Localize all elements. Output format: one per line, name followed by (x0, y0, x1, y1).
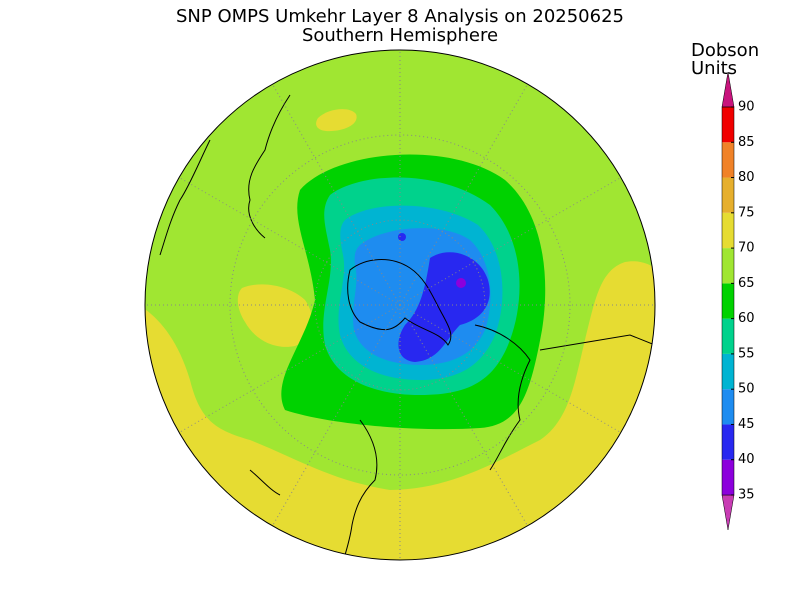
colorbar-tick-label: 85 (738, 135, 755, 150)
field (237, 284, 313, 347)
colorbar-segment (721, 494, 735, 531)
grid-meridian (272, 83, 401, 306)
title: SNP OMPS Umkehr Layer 8 Analysis on 2025… (176, 6, 624, 27)
field (316, 109, 357, 132)
colorbar-segment (722, 107, 734, 143)
colorbar-segment (722, 318, 734, 354)
colorbar-title: Units (691, 58, 737, 79)
grid-meridian (399, 304, 528, 527)
colorbar-tick-label: 55 (738, 346, 755, 361)
field (398, 252, 490, 362)
colorbar: Dobson Units 35 40 45 50 55 60 65 70 75 80 85 90 (691, 40, 759, 531)
grid-meridian (272, 304, 401, 527)
colorbar-segment (722, 142, 734, 178)
colorbar-tick-label: 65 (738, 276, 755, 291)
colorbar-segment (722, 353, 734, 390)
grid-meridian (178, 177, 401, 306)
colorbar-segment (722, 389, 734, 425)
grid-circle (229, 134, 571, 476)
map (145, 50, 655, 560)
colorbar-tick-label: 75 (738, 205, 755, 220)
colorbar-tick-label: 45 (738, 417, 755, 432)
colorbar-tick-label: 40 (738, 452, 755, 467)
coastlines (159, 94, 655, 560)
graticule (145, 50, 655, 560)
colorbar-title: Dobson (691, 40, 759, 61)
colorbar-tick-label: 90 (738, 100, 755, 115)
colorbar-segment (722, 459, 734, 495)
colorbar-segment (722, 424, 734, 460)
colorbar-segment (722, 248, 734, 284)
colorbar-tick-label: 70 (738, 241, 755, 256)
colorbar-tick-label: 60 (738, 311, 755, 326)
grid-meridian (399, 177, 622, 306)
colorbar-segment (722, 177, 734, 213)
grid-meridian (399, 304, 622, 433)
field (456, 278, 466, 288)
colorbar-tick-label: 50 (738, 382, 755, 397)
colorbar-tick-label: 35 (738, 488, 755, 503)
grid-meridian (399, 83, 528, 306)
field (398, 233, 406, 241)
subtitle: Southern Hemisphere (302, 25, 498, 46)
map-border (144, 49, 656, 561)
colorbar-segment (722, 212, 734, 249)
field (145, 261, 655, 560)
colorbar-tick-label: 80 (738, 170, 755, 185)
colorbar-frame (721, 106, 735, 496)
colorbar-segment (722, 283, 734, 319)
grid-meridian (178, 304, 401, 433)
